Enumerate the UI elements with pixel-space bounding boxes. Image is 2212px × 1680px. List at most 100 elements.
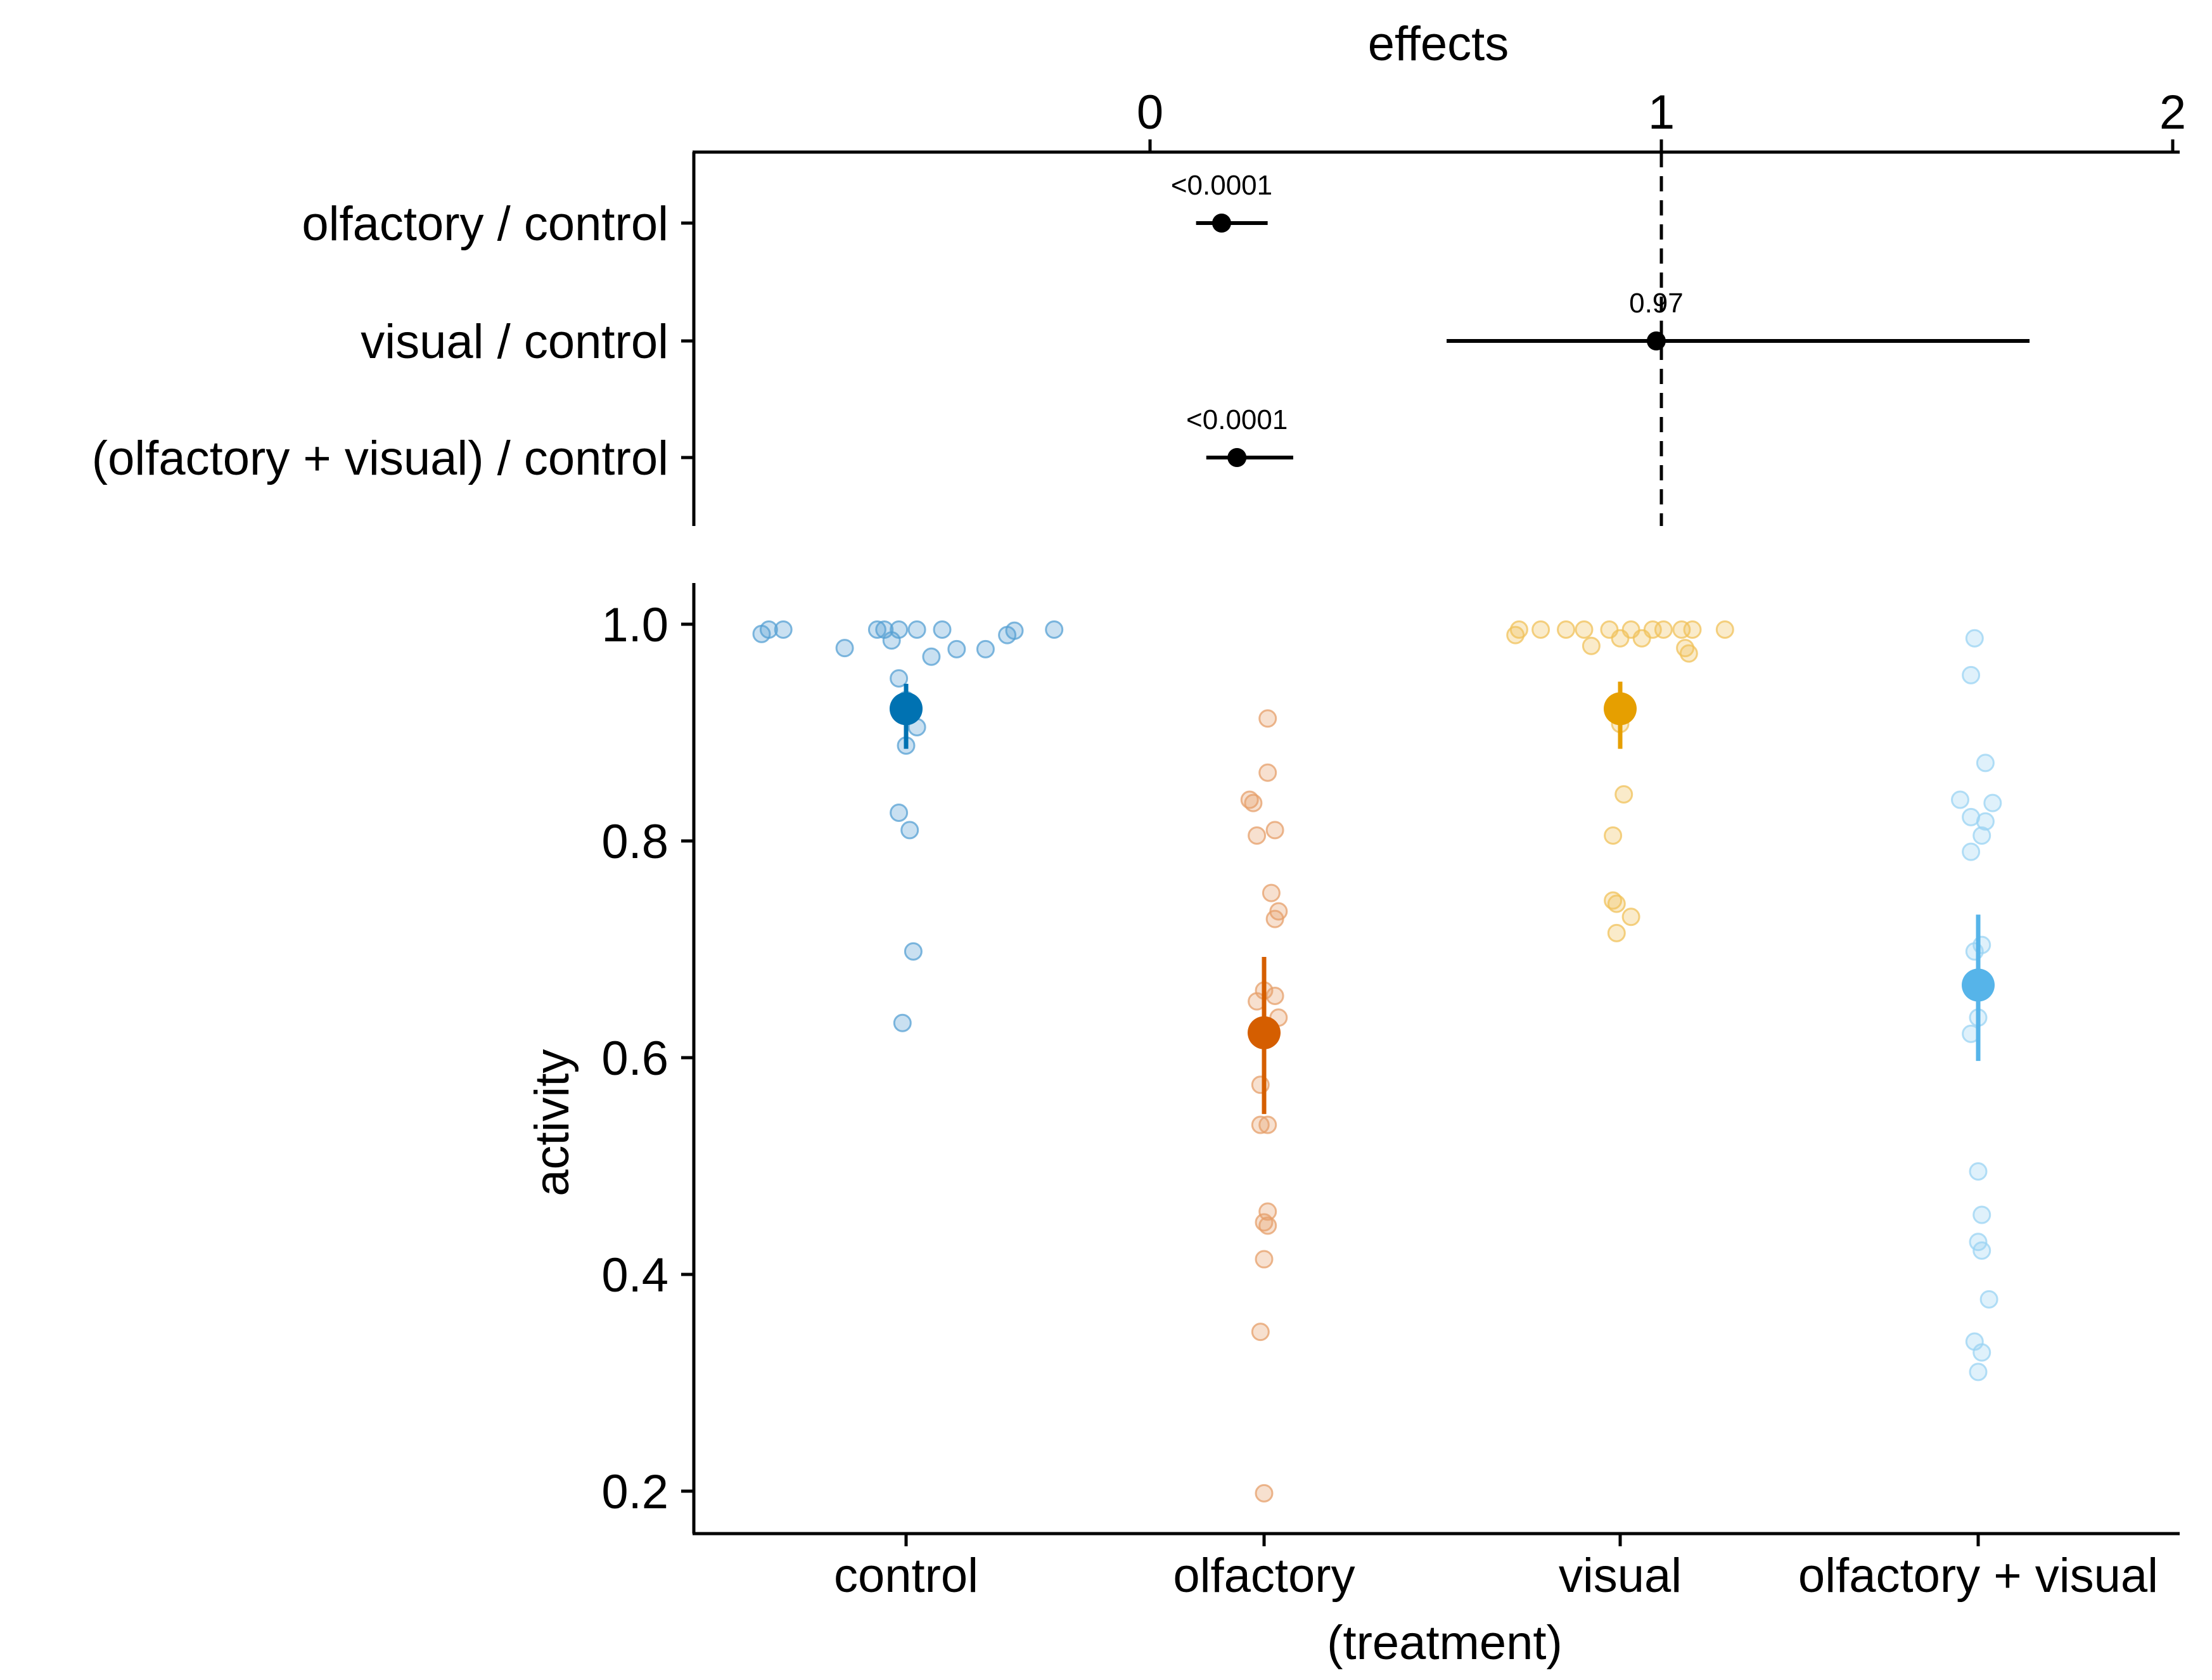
effects-x-tick-label: 0	[1137, 86, 1163, 139]
data-point	[900, 821, 919, 840]
data-point	[976, 639, 995, 658]
data-point	[1962, 665, 1981, 684]
data-point	[1969, 1363, 1988, 1382]
data-point	[1607, 894, 1626, 913]
data-point	[1258, 1202, 1277, 1221]
data-point	[1045, 620, 1064, 639]
data-point	[1621, 907, 1640, 927]
effect-point	[1227, 448, 1247, 467]
data-point	[922, 647, 941, 666]
effect-point	[1211, 214, 1231, 233]
data-point	[1969, 1162, 1988, 1181]
effects-axis-title: effects	[1368, 17, 1509, 71]
activity-x-ticks: control olfactory visual olfactory + visual	[834, 1534, 2158, 1603]
data-point	[893, 1013, 912, 1032]
activity-y-tick-label: 1.0	[601, 598, 668, 652]
data-point	[759, 620, 778, 639]
data-point	[1575, 620, 1594, 639]
activity-x-tick-label: control	[834, 1549, 978, 1603]
mean-point	[890, 692, 923, 726]
effect-row-label: (olfactory + visual) / control	[92, 432, 668, 485]
activity-y-ticks: 0.2 0.4 0.6 0.8 1.0	[601, 598, 694, 1519]
group-mean-olfactory-visual	[1962, 914, 1995, 1061]
data-point	[1251, 1115, 1270, 1134]
data-point	[890, 620, 909, 639]
data-point	[1604, 826, 1623, 845]
group-mean-olfactory	[1248, 956, 1281, 1114]
data-point	[1979, 1290, 1998, 1309]
data-point	[1582, 636, 1601, 655]
activity-x-tick-label: olfactory + visual	[1798, 1549, 2158, 1603]
data-point	[1972, 1205, 1991, 1224]
data-point	[933, 620, 952, 639]
activity-y-tick-label: 0.6	[601, 1032, 668, 1086]
effects-x-ticks: 0 1 2	[1137, 86, 2186, 152]
data-point	[1557, 620, 1575, 639]
data-point	[835, 639, 854, 658]
activity-x-tick-label: olfactory	[1173, 1549, 1355, 1603]
effect-row: olfactory / control <0.0001	[302, 170, 1272, 251]
group-mean-visual	[1604, 681, 1637, 749]
mean-point	[1604, 692, 1637, 726]
data-point	[1962, 842, 1981, 861]
data-point	[1607, 923, 1626, 942]
effects-rows: olfactory / control <0.0001 visual / contr…	[92, 170, 2030, 485]
data-point	[1248, 826, 1267, 845]
data-point	[1265, 987, 1284, 1006]
effect-row-label: olfactory / control	[302, 197, 668, 251]
data-point	[1265, 909, 1284, 928]
data-point	[774, 620, 793, 639]
data-point	[1951, 790, 1969, 809]
data-point	[1614, 785, 1633, 804]
data-point	[1258, 763, 1277, 782]
activity-x-axis-title: (treatment)	[1327, 1616, 1563, 1670]
mean-point	[1248, 1016, 1281, 1049]
data-point	[1265, 821, 1284, 840]
raw-points-olfactory	[1240, 709, 1288, 1503]
activity-panel: 0.2 0.4 0.6 0.8 1.0 control olfactory visual ol…	[525, 583, 2180, 1670]
effects-panel: effects 0 1 2 olfactory / control <0.0001 vi…	[92, 17, 2186, 526]
activity-y-axis-title: activity	[525, 1049, 579, 1196]
data-point	[867, 620, 886, 639]
data-point	[1983, 793, 2002, 812]
activity-x-tick-label: visual	[1559, 1549, 1682, 1603]
activity-y-tick-label: 0.8	[601, 815, 668, 869]
data-point	[1258, 1216, 1277, 1235]
data-point	[890, 669, 909, 688]
raw-points-visual	[1506, 620, 1734, 942]
data-point	[904, 942, 923, 961]
data-point	[907, 620, 926, 639]
data-point	[1251, 1323, 1270, 1342]
data-point	[890, 804, 909, 823]
mean-point	[1962, 968, 1995, 1002]
raw-points	[752, 620, 2002, 1503]
data-point	[1972, 826, 1991, 845]
effect-p-value: <0.0001	[1171, 170, 1272, 201]
group-mean-control	[890, 684, 923, 749]
effect-row-label: visual / control	[361, 315, 668, 369]
effects-x-tick-label: 2	[2159, 86, 2186, 139]
data-point	[1976, 812, 1995, 831]
data-point	[1972, 1241, 1991, 1260]
effect-point	[1646, 331, 1666, 350]
effect-p-value: 0.97	[1629, 288, 1684, 319]
effect-row: (olfactory + visual) / control <0.0001	[92, 404, 1293, 485]
data-point	[1976, 753, 1995, 773]
data-point	[1258, 709, 1277, 728]
data-point	[1255, 1250, 1274, 1269]
data-point	[1509, 620, 1528, 639]
data-point	[1965, 629, 1984, 648]
data-point	[1005, 621, 1024, 640]
activity-y-tick-label: 0.2	[601, 1465, 668, 1519]
data-point	[1679, 644, 1698, 663]
raw-points-olfactory-visual	[1951, 629, 2002, 1382]
data-point	[1244, 793, 1263, 812]
data-point	[1715, 620, 1734, 639]
data-point	[947, 639, 966, 658]
data-point	[1262, 883, 1281, 902]
data-point	[1531, 620, 1550, 639]
data-point	[1654, 620, 1673, 639]
data-point	[1683, 620, 1702, 639]
effects-x-tick-label: 1	[1648, 86, 1675, 139]
